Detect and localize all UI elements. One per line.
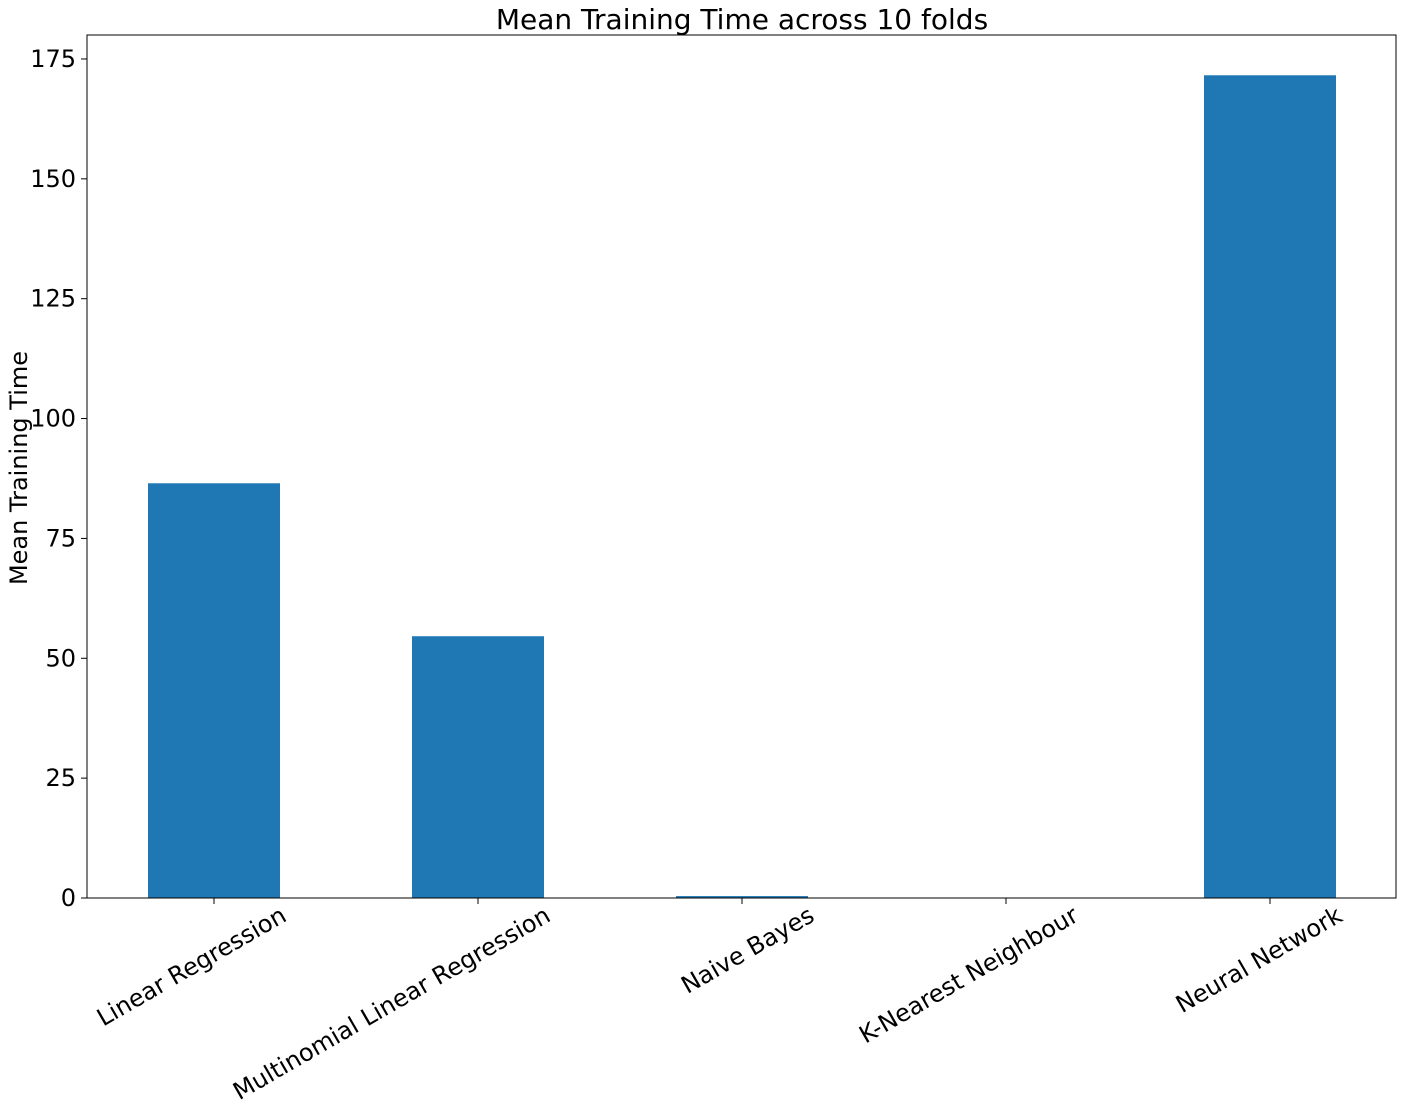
y-tick-label: 175 — [30, 45, 76, 73]
bar-multinomial-linear-regression — [412, 636, 544, 898]
bars-group — [148, 75, 1336, 899]
bar-neural-network — [1204, 75, 1336, 899]
y-tick-label: 150 — [30, 165, 76, 193]
bar-naive-bayes — [676, 896, 808, 898]
y-axis-label: Mean Training Time — [5, 351, 33, 585]
y-tick-label: 100 — [30, 405, 76, 433]
y-tick-label: 0 — [61, 884, 76, 912]
bar-linear-regression — [148, 483, 280, 898]
plot-frame — [86, 34, 1397, 899]
x-tick-label: K-Nearest Neighbour — [854, 901, 1083, 1049]
x-tick-label: Linear Regression — [92, 901, 291, 1032]
x-tick-label: Naive Bayes — [676, 901, 819, 1000]
y-axis-ticks: 0 25 50 75 100 125 150 175 — [30, 45, 87, 912]
y-tick-label: 125 — [30, 285, 76, 313]
y-tick-label: 75 — [45, 524, 76, 552]
y-tick-label: 50 — [45, 644, 76, 672]
x-tick-label: Neural Network — [1171, 901, 1347, 1019]
y-tick-label: 25 — [45, 764, 76, 792]
chart-title: Mean Training Time across 10 folds — [496, 3, 988, 36]
